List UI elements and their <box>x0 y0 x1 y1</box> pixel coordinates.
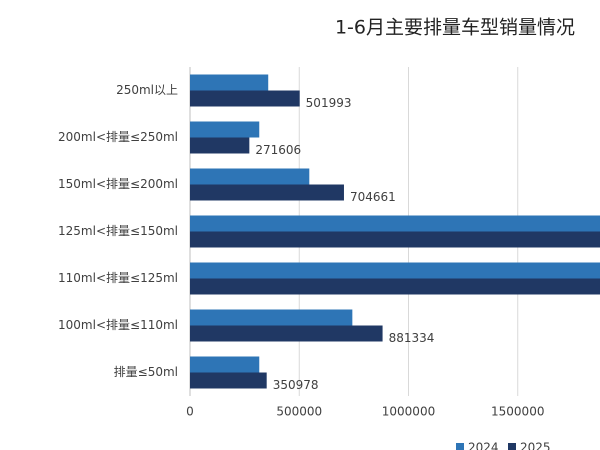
data-label: 881334 <box>389 331 435 345</box>
y-tick-label: 排量≤50ml <box>114 365 178 379</box>
y-tick-label: 110ml<排量≤125ml <box>58 271 178 285</box>
y-tick-label: 125ml<排量≤150ml <box>58 224 178 238</box>
bar <box>190 121 260 138</box>
y-tick-label: 250ml以上 <box>116 83 178 97</box>
data-label: 350978 <box>273 378 319 392</box>
x-tick-label: 0 <box>186 405 194 419</box>
data-label: 704661 <box>350 190 396 204</box>
bar <box>190 231 600 248</box>
bar <box>190 356 260 373</box>
y-tick-label: 100ml<排量≤110ml <box>58 318 178 332</box>
bar <box>190 278 600 295</box>
chart-title: 1-6月主要排量车型销量情况 <box>335 17 575 39</box>
bar <box>190 325 383 342</box>
legend-swatch <box>508 443 516 450</box>
bar <box>190 90 300 107</box>
bar <box>190 309 353 326</box>
bar <box>190 137 250 154</box>
bar <box>190 184 344 201</box>
legend-label: 2025 <box>520 441 551 450</box>
bar <box>190 372 267 389</box>
bar <box>190 74 269 91</box>
y-tick-label: 200ml<排量≤250ml <box>58 130 178 144</box>
legend-label: 2024 <box>468 441 499 450</box>
x-tick-label: 1000000 <box>382 405 435 419</box>
data-label: 501993 <box>306 96 352 110</box>
legend-swatch <box>456 443 464 450</box>
x-tick-label: 1500000 <box>491 405 544 419</box>
x-tick-label: 500000 <box>276 405 322 419</box>
bar <box>190 168 310 185</box>
data-label: 271606 <box>255 143 301 157</box>
bar <box>190 215 600 232</box>
y-tick-label: 150ml<排量≤200ml <box>58 177 178 191</box>
bar <box>190 262 600 279</box>
